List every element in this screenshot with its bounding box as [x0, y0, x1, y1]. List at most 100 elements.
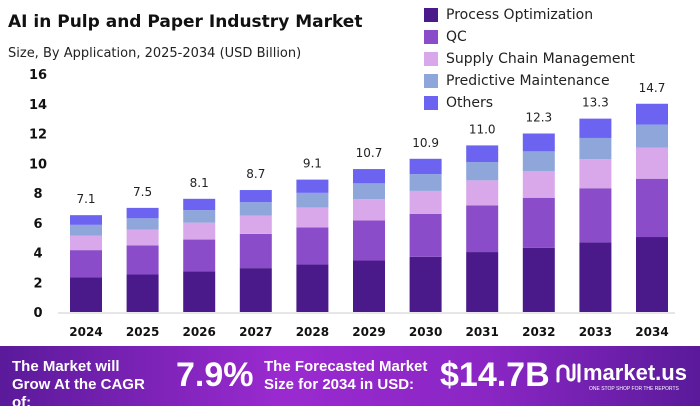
legend-swatch — [424, 30, 438, 44]
bar-segment-predictive-maintenance — [636, 124, 668, 148]
bar-segment-predictive-maintenance — [522, 151, 555, 171]
bar-segment-predictive-maintenance — [183, 210, 216, 223]
bar-segment-qc — [183, 239, 216, 272]
total-label: 12.3 — [525, 111, 552, 125]
brand-tagline: ONE STOP SHOP FOR THE REPORTS — [589, 386, 679, 392]
bar-segment-others — [409, 158, 442, 175]
bar-segment-qc — [579, 188, 612, 243]
x-tick-label: 2029 — [352, 325, 385, 339]
bar-segment-supply-chain-management — [466, 180, 499, 206]
plot-area: 0 2 4 6 8 10 12 14 16 7.1 2024 7.5 2025 8.1 2026 8.7 202… — [29, 68, 675, 339]
legend-swatch — [424, 74, 438, 88]
legend-swatch — [424, 96, 438, 110]
total-label: 13.3 — [582, 96, 609, 110]
legend-item: Supply Chain Management — [424, 48, 635, 70]
y-tick-label: 0 — [33, 306, 42, 321]
x-tick-label: 2027 — [239, 325, 272, 339]
bar-segment-others — [296, 179, 329, 193]
total-label: 9.1 — [303, 157, 322, 171]
bar-segment-qc — [353, 220, 385, 261]
bar-segment-others — [522, 133, 555, 152]
legend-item: QC — [424, 26, 635, 48]
bar-segment-qc — [409, 213, 442, 257]
bar-segment-supply-chain-management — [70, 235, 102, 251]
legend: Process Optimization QC Supply Chain Manag… — [424, 4, 635, 114]
bar-segment-others — [579, 118, 612, 138]
bar-segment-predictive-maintenance — [126, 218, 159, 230]
legend-item: Others — [424, 92, 635, 114]
y-tick-label: 2 — [33, 276, 42, 291]
x-tick-label: 2026 — [182, 325, 215, 339]
cagr-text: The Market will Grow At the CAGR of: — [12, 358, 145, 411]
legend-item: Predictive Maintenance — [424, 70, 635, 92]
bar-segment-process-optimization — [239, 268, 272, 312]
bar-segment-supply-chain-management — [579, 159, 612, 189]
x-tick-label: 2024 — [69, 325, 102, 339]
bar-segment-supply-chain-management — [183, 222, 216, 240]
chart-subtitle: Size, By Application, 2025-2034 (USD Bil… — [8, 46, 302, 61]
legend-label: Process Optimization — [446, 7, 594, 23]
bar-segment-qc — [70, 250, 102, 278]
legend-label: QC — [446, 29, 467, 45]
forecast-value: $14.7B — [440, 356, 550, 394]
bar-segment-supply-chain-management — [636, 147, 668, 179]
y-tick-label: 10 — [29, 157, 47, 172]
bar-segment-process-optimization — [296, 264, 329, 312]
brand-logo: market.us ONE STOP SHOP FOR THE REPORTS — [555, 360, 687, 392]
bar-segment-process-optimization — [579, 242, 612, 312]
total-label: 7.1 — [76, 192, 95, 206]
bar-segment-supply-chain-management — [522, 170, 555, 198]
legend-swatch — [424, 52, 438, 66]
footer-banner: The Market will Grow At the CAGR of: 7.9… — [0, 346, 700, 411]
bar-segment-predictive-maintenance — [239, 202, 272, 216]
x-tick-label: 2028 — [296, 325, 329, 339]
bar-segment-process-optimization — [409, 256, 442, 312]
x-tick-label: 2034 — [635, 325, 668, 339]
bar-segment-process-optimization — [183, 271, 216, 312]
bar-segment-supply-chain-management — [353, 199, 385, 221]
brand-logo-icon — [556, 363, 581, 383]
y-tick-label: 14 — [29, 98, 47, 113]
bar-segment-predictive-maintenance — [466, 162, 499, 181]
bar-segment-supply-chain-management — [239, 215, 272, 234]
total-label: 11.0 — [469, 122, 496, 136]
total-label: 7.5 — [133, 185, 152, 199]
y-tick-label: 8 — [33, 187, 42, 202]
bar-segment-qc — [296, 227, 329, 265]
x-tick-label: 2033 — [579, 325, 612, 339]
y-tick-label: 4 — [33, 247, 42, 262]
bar-segment-process-optimization — [70, 277, 102, 312]
bar-segment-supply-chain-management — [296, 207, 329, 228]
total-label: 8.1 — [190, 176, 209, 190]
bar-segment-predictive-maintenance — [70, 224, 102, 236]
chart-title: AI in Pulp and Paper Industry Market — [8, 12, 363, 32]
forecast-text: The Forecasted Market Size for 2034 in U… — [264, 358, 428, 393]
bar-segment-process-optimization — [126, 274, 159, 312]
bar-segment-predictive-maintenance — [579, 137, 612, 160]
legend-swatch — [424, 8, 438, 22]
bar-segment-others — [353, 169, 385, 184]
bar-segment-others — [466, 145, 499, 163]
bar-segment-qc — [239, 233, 272, 269]
x-tick-label: 2030 — [409, 325, 442, 339]
bar-segment-supply-chain-management — [409, 190, 442, 214]
bar-segment-process-optimization — [466, 252, 499, 312]
legend-item: Process Optimization — [424, 4, 635, 26]
cagr-value: 7.9% — [176, 356, 254, 394]
x-tick-label: 2032 — [522, 325, 555, 339]
bar-segment-predictive-maintenance — [353, 183, 385, 200]
bar-segment-supply-chain-management — [126, 229, 159, 246]
bar-segment-qc — [126, 245, 159, 275]
total-label: 14.7 — [639, 81, 666, 95]
bar-segment-predictive-maintenance — [409, 174, 442, 191]
total-label: 10.9 — [412, 136, 439, 150]
bar-segment-qc — [522, 197, 555, 248]
brand-name: market.us — [583, 360, 687, 385]
legend-label: Others — [446, 95, 494, 111]
bar-segment-qc — [466, 205, 499, 253]
bar-segment-others — [636, 103, 668, 125]
legend-label: Supply Chain Management — [446, 51, 635, 67]
total-label: 8.7 — [246, 167, 265, 181]
y-tick-label: 16 — [29, 68, 47, 83]
bar-segment-process-optimization — [636, 237, 668, 312]
